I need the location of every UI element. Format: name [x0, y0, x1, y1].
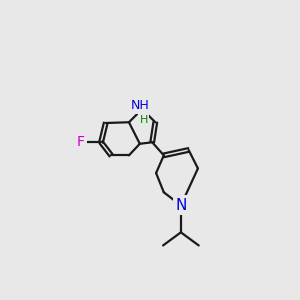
Text: NH: NH [131, 99, 150, 112]
Text: N: N [175, 198, 187, 213]
Text: H: H [140, 115, 148, 125]
Text: F: F [76, 135, 84, 149]
